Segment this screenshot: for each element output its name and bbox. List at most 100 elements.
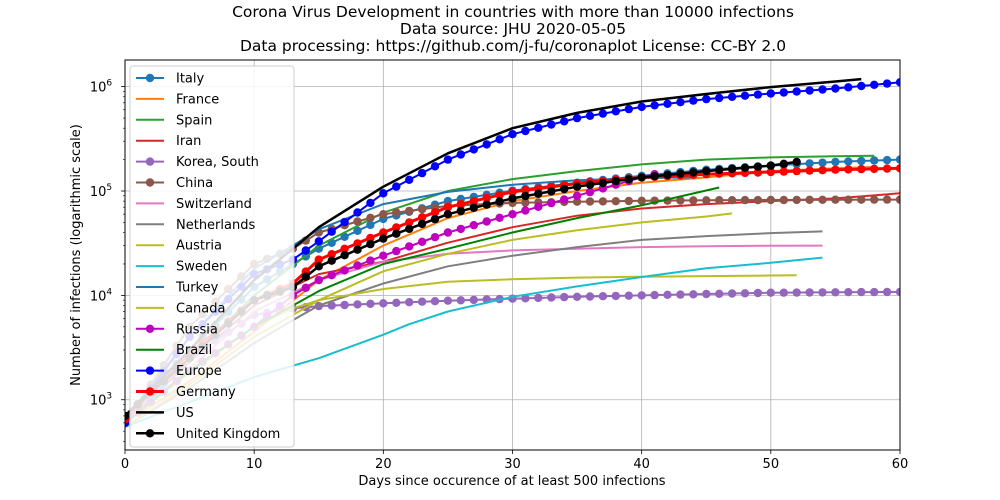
legend-entry-netherlands: Netherlands [136,218,255,233]
data-point-china [637,196,646,205]
data-point-korea-south [560,292,569,302]
data-point-italy [805,159,814,168]
data-point-united-kingdom [314,262,323,271]
data-point-united-kingdom [495,197,504,206]
data-point-germany [379,228,388,237]
legend-entry-spain: Spain [136,113,212,128]
data-point-europe [689,96,698,105]
data-point-russia [340,266,349,275]
legend-entry-korea-south: Korea, South [136,155,259,170]
data-point-europe [314,237,323,246]
data-point-europe [895,78,900,87]
data-point-europe [417,168,427,178]
data-point-korea-south [818,288,827,297]
data-point-korea-south [598,292,608,301]
legend-label: France [176,92,219,107]
data-point-korea-south [831,288,840,297]
legend-items: Italy France Spain Iran Korea, South China Swi… [136,72,280,442]
data-point-europe [727,92,737,102]
data-point-europe [844,83,853,92]
data-point-united-kingdom [379,234,388,243]
chart-title-line-3: Data processing: https://github.com/j-fu… [240,37,786,55]
data-point-russia [379,251,388,260]
data-point-germany [870,164,879,174]
data-point-europe [379,189,388,198]
data-point-china [805,195,814,204]
data-point-korea-south [443,296,453,305]
y-tick-exponent: 5 [106,183,112,193]
data-point-korea-south [417,297,427,306]
data-point-italy [831,157,840,167]
chart-title-line-2: Data source: JHU 2020-05-05 [400,20,626,38]
data-point-russia [353,261,362,270]
data-point-korea-south [327,301,336,310]
data-point-china [689,196,698,205]
data-point-germany [469,196,478,206]
data-point-korea-south [456,296,465,305]
data-point-united-kingdom [702,166,711,176]
x-tick-label: 30 [504,457,521,472]
y-tick-exponent: 4 [106,287,112,297]
data-point-germany [508,187,517,197]
data-point-russia [547,198,556,208]
data-point-china [572,197,582,206]
data-point-united-kingdom [727,164,737,174]
data-point-korea-south [585,292,595,301]
data-point-europe [818,85,827,94]
data-point-united-kingdom [508,194,517,203]
data-point-italy [844,157,853,166]
data-point-united-kingdom [301,272,310,281]
data-point-united-kingdom [740,163,750,172]
data-point-europe [456,150,465,159]
data-point-germany [417,213,427,222]
data-point-europe [560,117,569,126]
legend-swatch-marker [145,429,155,438]
data-point-italy [882,155,892,165]
data-point-germany [392,223,401,232]
data-point-germany [314,255,323,264]
data-point-italy [818,158,827,167]
x-axis: 0 10 20 30 40 50 60 [121,450,908,472]
data-point-united-kingdom [676,169,685,178]
data-point-europe [482,140,491,149]
legend-label: Netherlands [176,218,255,233]
data-point-europe [702,94,711,104]
data-point-united-kingdom [417,219,427,229]
data-point-europe [611,107,620,116]
data-point-italy [895,155,900,164]
data-point-china [715,196,724,205]
data-point-europe [340,217,349,227]
data-point-china [702,196,711,205]
legend-label: Brazil [176,343,212,358]
data-point-germany [818,166,827,175]
data-point-germany [495,190,504,200]
data-point-germany [831,165,840,174]
data-point-germany [353,239,362,248]
data-point-korea-south [689,290,698,299]
data-point-korea-south [702,289,711,299]
data-point-korea-south [727,289,737,298]
data-point-europe [753,90,763,99]
data-point-europe [779,88,788,97]
data-point-korea-south [805,288,814,297]
y-tick-base: 10 [90,185,107,200]
data-point-germany [482,193,491,203]
x-tick-label: 20 [375,457,392,472]
data-point-europe [676,98,685,107]
data-point-korea-south [534,293,543,303]
data-point-germany [340,244,349,253]
data-point-europe [366,198,375,208]
data-point-china [844,195,853,204]
data-point-china [818,195,827,204]
data-point-united-kingdom [443,210,453,219]
x-tick-label: 40 [633,457,650,472]
legend-entry-brazil: Brazil [136,343,212,358]
legend-label: Spain [176,113,212,128]
data-point-korea-south [870,287,879,297]
legend-entry-germany: Germany [136,385,236,400]
y-tick-exponent: 3 [106,392,112,402]
data-point-germany [766,167,775,177]
data-point-korea-south [637,291,646,300]
data-point-china [521,198,530,207]
data-point-china [366,213,375,222]
